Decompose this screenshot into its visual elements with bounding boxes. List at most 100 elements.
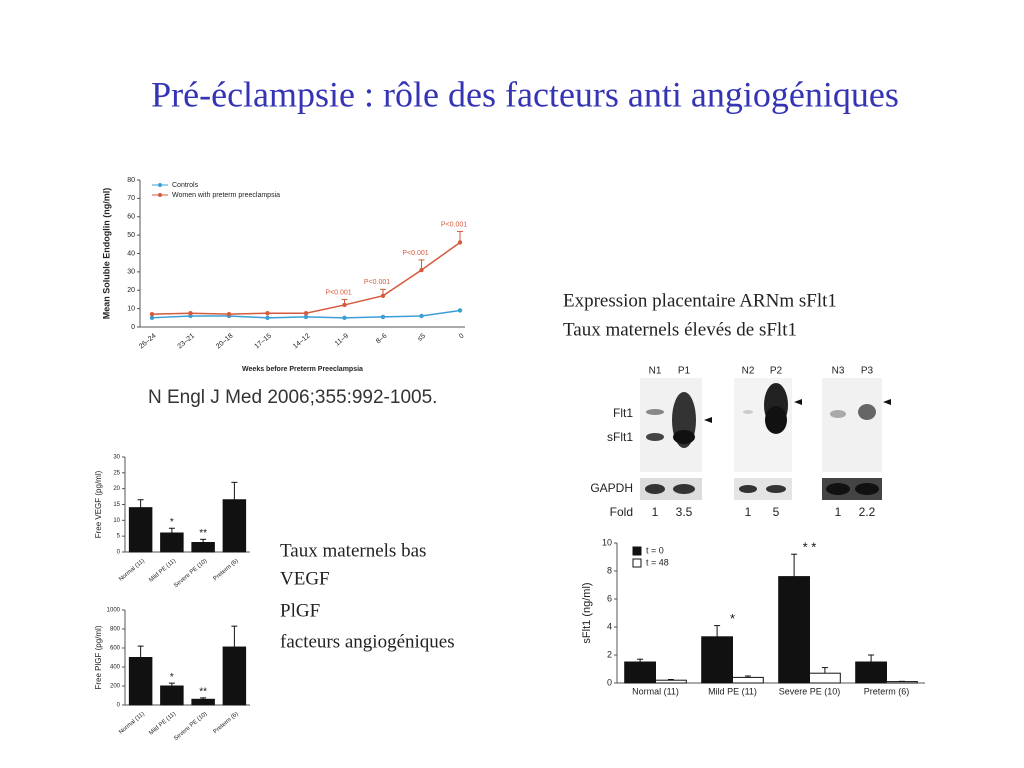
annotation: ** <box>199 528 207 539</box>
y-axis-label: Free PlGF (pg/ml) <box>94 625 103 689</box>
lane-label: N1 <box>649 366 662 377</box>
marker <box>149 315 155 321</box>
x-tick-label: Preterm (6) <box>864 686 910 696</box>
y-tick-label: 10 <box>113 518 120 524</box>
y-tick-label: 30 <box>113 455 120 461</box>
text-line: facteurs angiogéniques <box>280 631 455 652</box>
x-tick-label: Mild PE (11) <box>148 558 177 584</box>
y-tick-label: 600 <box>110 646 121 652</box>
marker <box>188 311 193 316</box>
marker <box>419 313 424 319</box>
x-tick-label: Severe PE (10) <box>173 711 208 742</box>
slide-title: Pré-éclampsie : rôle des facteurs anti a… <box>151 74 899 114</box>
y-axis-label: Mean Soluble Endoglin (ng/ml) <box>101 188 111 320</box>
x-tick-label: 11–9 <box>334 333 350 348</box>
lane-label: P3 <box>861 366 874 377</box>
y-tick-label: 400 <box>110 665 121 671</box>
y-tick-label: 200 <box>110 684 121 690</box>
marker <box>419 267 424 273</box>
y-tick-label: 10 <box>127 305 135 312</box>
x-tick-label: 26–24 <box>138 333 157 351</box>
row-label: Flt1 <box>613 406 633 420</box>
x-tick-label: Preterm (6) <box>213 711 240 735</box>
fold-label: Fold <box>610 505 633 519</box>
y-tick-label: 20 <box>113 486 120 492</box>
marker <box>342 302 347 308</box>
bar <box>191 542 215 553</box>
fold-value: 2.2 <box>859 505 876 519</box>
annotation: P<0.001 <box>441 221 467 228</box>
marker <box>380 293 386 298</box>
x-tick-label: 14–12 <box>292 333 311 351</box>
marker <box>457 308 463 313</box>
citation: N Engl J Med 2006;355:992-1005. <box>148 387 437 408</box>
text-line: VEGF <box>280 568 330 589</box>
y-tick-label: 6 <box>607 593 612 603</box>
annotation: P<0.001 <box>402 250 428 257</box>
legend-marker <box>158 193 162 197</box>
legend-label: Controls <box>172 182 199 189</box>
lane-label: N3 <box>832 366 845 377</box>
fold-value: 1 <box>745 505 752 519</box>
annotation: * <box>170 517 174 528</box>
y-axis-label: Free VEGF (pg/ml) <box>94 470 103 538</box>
y-tick-label: 0 <box>131 324 135 331</box>
x-tick-label: Severe PE (10) <box>173 558 208 589</box>
bar <box>222 646 247 706</box>
marker <box>265 311 270 316</box>
marker <box>149 311 155 317</box>
y-tick-label: 70 <box>127 195 135 202</box>
x-tick-label: 8–6 <box>375 333 389 346</box>
x-tick-label: Mild PE (11) <box>708 686 757 696</box>
legend-label: t = 48 <box>646 557 669 567</box>
bar <box>128 657 153 706</box>
x-tick-label: 23–21 <box>177 333 196 351</box>
bar <box>222 499 247 553</box>
x-axis-label: Weeks before Preterm Preeclampsia <box>242 366 363 373</box>
y-tick-label: 25 <box>113 470 120 476</box>
text-line: Expression placentaire ARNm sFlt1 <box>563 290 837 311</box>
annotation: * <box>730 611 735 626</box>
y-tick-label: 40 <box>127 250 135 257</box>
bar <box>886 681 918 684</box>
annotation: ** <box>199 687 207 698</box>
row-label: GAPDH <box>590 481 633 495</box>
x-tick-label: Severe PE (10) <box>779 686 841 696</box>
bar <box>624 661 657 684</box>
bar <box>191 698 215 706</box>
y-tick-label: 15 <box>113 502 120 508</box>
y-tick-label: 1000 <box>107 608 121 614</box>
text-line: Taux maternels bas <box>280 540 426 561</box>
y-axis-label: sFlt1 (ng/ml) <box>581 582 593 643</box>
text-line: PlGF <box>280 600 320 621</box>
annotation: * * <box>803 540 817 555</box>
y-tick-label: 0 <box>607 677 612 687</box>
y-tick-label: 8 <box>607 565 612 575</box>
x-tick-label: Preterm (6) <box>213 558 240 582</box>
annotation: P<0.001 <box>364 279 390 286</box>
blot-panels <box>640 378 891 500</box>
bar <box>160 532 184 553</box>
marker <box>380 314 386 320</box>
x-tick-label: 17–15 <box>254 333 273 351</box>
marker <box>265 315 270 321</box>
fold-value: 5 <box>773 505 780 519</box>
marker <box>303 311 309 316</box>
text-line: Taux maternels élevés de sFlt1 <box>563 319 797 340</box>
bar <box>655 679 687 684</box>
annotation: * <box>170 672 174 683</box>
y-tick-label: 4 <box>607 621 612 631</box>
y-tick-label: 5 <box>117 534 121 540</box>
y-tick-label: 20 <box>127 287 135 294</box>
marker <box>303 314 309 320</box>
x-tick-label: Mild PE (11) <box>148 711 177 737</box>
y-tick-label: 0 <box>117 550 121 556</box>
row-label: sFlt1 <box>607 430 633 444</box>
y-tick-label: 80 <box>127 177 135 184</box>
marker <box>457 240 463 245</box>
y-tick-label: 2 <box>607 649 612 659</box>
bar <box>160 685 184 706</box>
lane-label: P2 <box>770 366 783 377</box>
bar <box>855 661 888 684</box>
